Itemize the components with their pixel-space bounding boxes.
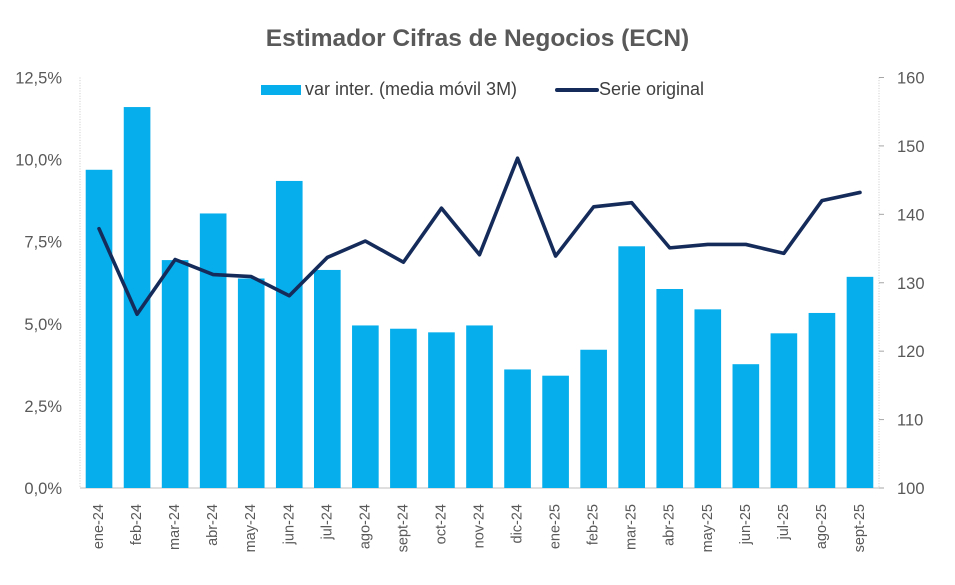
svg-text:0,0%: 0,0% (24, 480, 62, 498)
svg-text:may-24: may-24 (243, 504, 259, 552)
svg-text:jul-24: jul-24 (319, 504, 335, 540)
svg-text:abr-24: abr-24 (205, 504, 221, 546)
svg-text:ene-25: ene-25 (548, 504, 564, 549)
svg-text:100: 100 (897, 480, 925, 498)
svg-text:110: 110 (897, 412, 923, 430)
svg-text:oct-24: oct-24 (433, 504, 449, 544)
svg-text:feb-25: feb-25 (586, 504, 602, 545)
svg-text:mar-24: mar-24 (167, 504, 183, 550)
svg-text:ene-24: ene-24 (91, 504, 107, 549)
svg-text:ago-24: ago-24 (357, 504, 373, 549)
svg-text:150: 150 (897, 138, 925, 156)
svg-text:12,5%: 12,5% (15, 70, 62, 88)
svg-text:130: 130 (897, 275, 925, 293)
svg-text:nov-24: nov-24 (472, 504, 488, 548)
svg-text:jul-25: jul-25 (776, 504, 792, 540)
svg-text:120: 120 (897, 343, 925, 361)
svg-text:abr-25: abr-25 (662, 504, 678, 546)
svg-text:7,5%: 7,5% (24, 234, 62, 252)
svg-text:ago-25: ago-25 (814, 504, 830, 549)
svg-text:sept-25: sept-25 (852, 504, 868, 552)
svg-text:dic-24: dic-24 (510, 504, 526, 544)
svg-text:2,5%: 2,5% (24, 398, 62, 416)
svg-text:10,0%: 10,0% (15, 152, 62, 170)
svg-text:5,0%: 5,0% (24, 316, 62, 334)
svg-text:may-25: may-25 (700, 504, 716, 552)
svg-text:mar-25: mar-25 (624, 504, 640, 550)
svg-text:jun-25: jun-25 (738, 504, 754, 545)
svg-text:jun-24: jun-24 (281, 504, 297, 545)
svg-text:160: 160 (897, 70, 925, 88)
svg-text:feb-24: feb-24 (129, 504, 145, 545)
svg-text:sept-24: sept-24 (395, 504, 411, 552)
svg-text:140: 140 (897, 206, 925, 224)
